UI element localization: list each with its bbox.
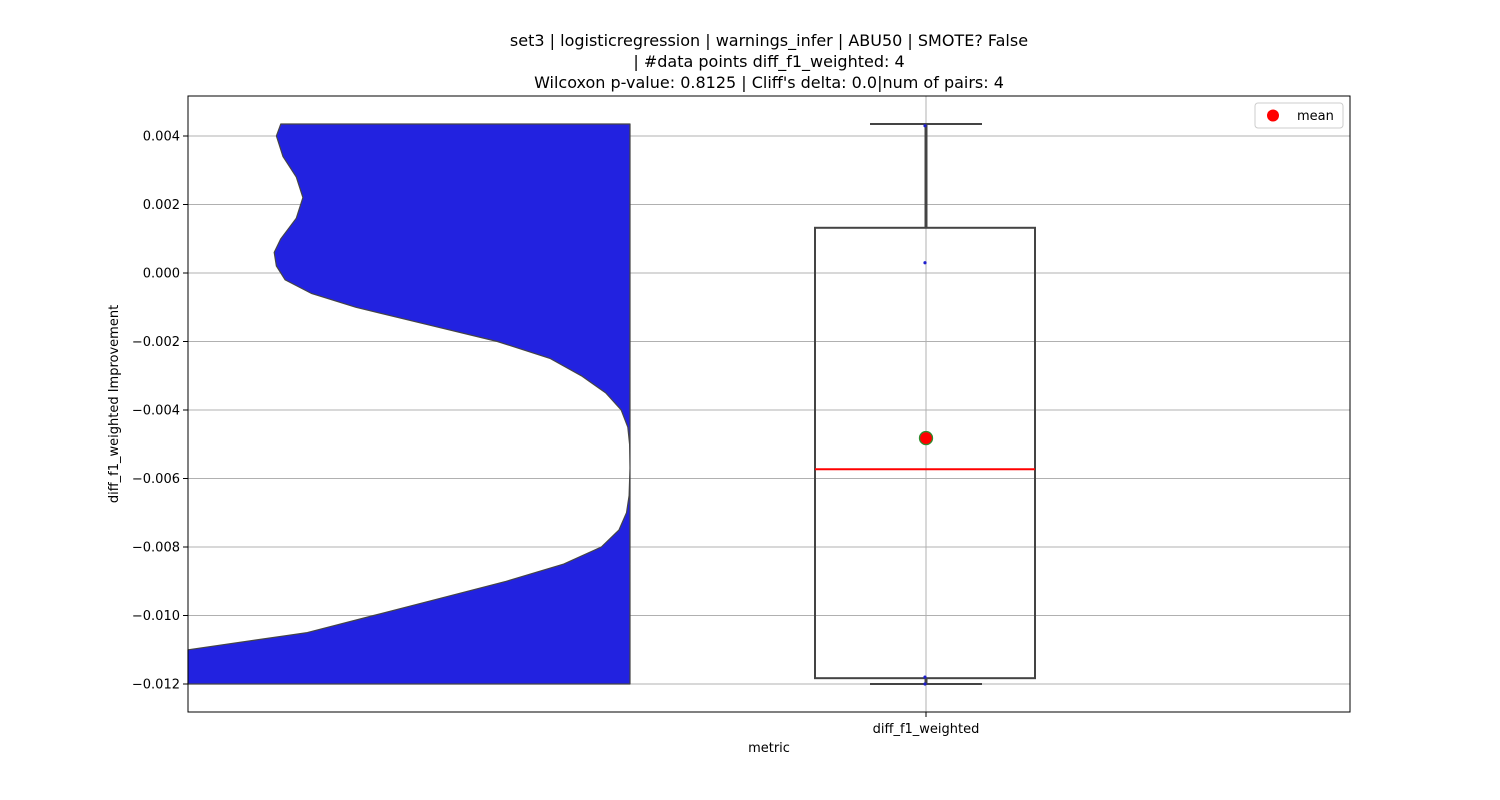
y-tick-label: −0.008 — [132, 541, 180, 556]
data-point — [923, 675, 927, 679]
chart-title-line-3: Wilcoxon p-value: 0.8125 | Cliff's delta… — [534, 73, 1004, 92]
y-tick-label: 0.004 — [143, 130, 180, 145]
data-point — [923, 124, 927, 128]
chart-title-line-2: | #data points diff_f1_weighted: 4 — [633, 52, 904, 72]
mean-marker — [918, 430, 934, 446]
y-tick-label: −0.004 — [132, 404, 180, 419]
box-iqr — [814, 226, 1036, 680]
y-axis-ticks: 0.004 0.002 0.000 −0.002 −0.004 −0.006 −0.008 −… — [132, 130, 188, 693]
data-points — [918, 124, 934, 686]
data-point — [923, 261, 927, 265]
legend: mean — [1254, 102, 1344, 129]
y-axis-label: diff_f1_weighted Improvement — [107, 305, 122, 503]
violin-body — [187, 123, 631, 685]
legend-mean-marker — [1267, 109, 1279, 122]
legend-mean-label: mean — [1297, 109, 1334, 124]
y-tick-label: 0.000 — [143, 267, 180, 282]
x-axis-ticks: diff_f1_weighted — [873, 712, 980, 737]
x-tick-label: diff_f1_weighted — [873, 722, 980, 737]
plot-area-frame — [187, 95, 1351, 713]
data-point — [923, 682, 927, 686]
y-tick-label: −0.012 — [132, 678, 180, 693]
y-tick-label: 0.002 — [143, 198, 180, 213]
chart-title-line-1: set3 | logisticregression | warnings_inf… — [510, 31, 1028, 51]
y-tick-label: −0.010 — [132, 609, 180, 624]
violin-plot — [187, 123, 631, 685]
y-tick-label: −0.002 — [132, 335, 180, 350]
box-plot — [814, 123, 1036, 685]
x-axis-label: metric — [748, 741, 790, 756]
legend-box — [1254, 102, 1344, 129]
chart-title: set3 | logisticregression | warnings_inf… — [510, 31, 1028, 92]
y-tick-label: −0.006 — [132, 472, 180, 487]
